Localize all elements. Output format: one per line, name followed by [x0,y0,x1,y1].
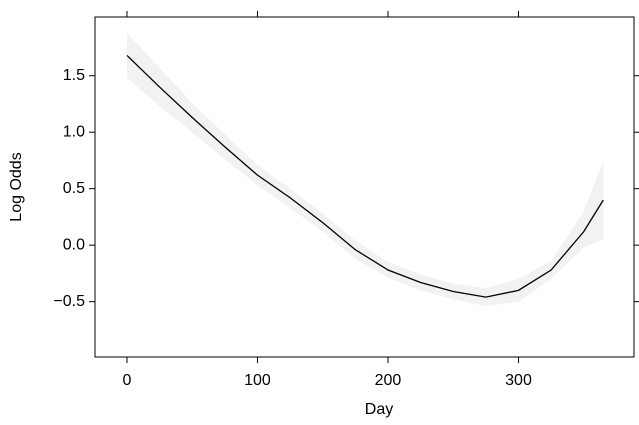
plot-frame [94,16,635,358]
y-tick-label: 1.5 [63,67,85,84]
y-tick-label: 0.5 [63,180,85,197]
y-tick-label: 0.0 [63,236,85,253]
line [126,54,604,298]
x-tick-label: 200 [375,372,402,389]
x-tick-label: 100 [244,372,271,389]
y-tick-label: −0.5 [53,293,85,310]
y-tick-label: 1.0 [63,123,85,140]
x-tick-label: 300 [505,372,532,389]
x-axis-label: Day [365,401,393,418]
y-axis-label: Log Odds [8,152,25,221]
x-tick-label: 0 [123,372,132,389]
confidence-band [126,32,604,307]
